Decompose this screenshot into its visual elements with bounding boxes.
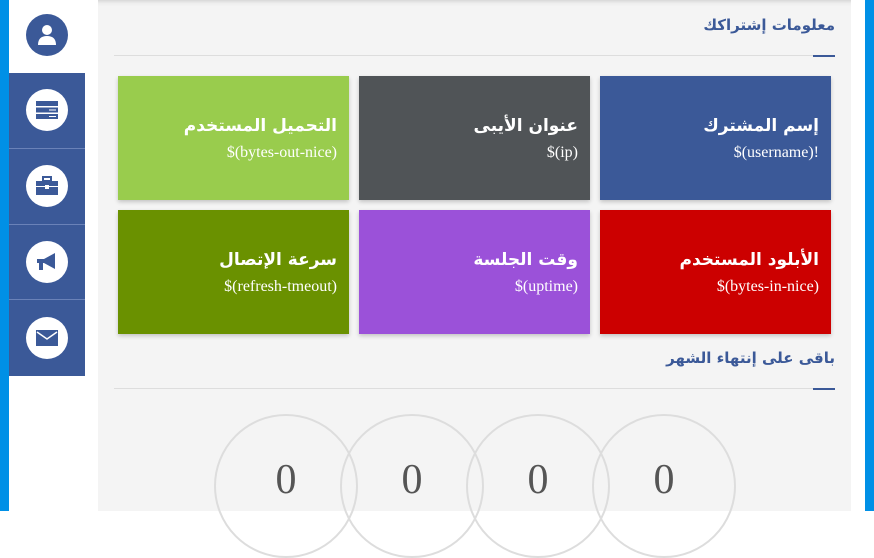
user-icon — [38, 25, 56, 45]
countdown-circle: 0 — [340, 414, 484, 558]
section-title-subscription: معلومات إشتراكك — [703, 16, 835, 34]
briefcase-icon — [36, 176, 58, 196]
card-value: $(refresh-tmeout) — [224, 278, 337, 295]
card-speed: سرعة الإتصال $(refresh-tmeout) — [118, 210, 349, 334]
divider — [114, 388, 835, 390]
card-value: $(bytes-in-nice) — [716, 278, 819, 295]
card-value: $(uptime) — [514, 278, 578, 295]
megaphone-icon — [37, 252, 55, 270]
sidebar-item-messages[interactable] — [9, 300, 85, 376]
countdown-circle: 0 — [592, 414, 736, 558]
avatar[interactable] — [26, 14, 68, 56]
card-value: $(ip) — [546, 144, 578, 161]
right-edge-strip — [865, 0, 874, 511]
card-download: التحميل المستخدم $(bytes-out-nice) — [118, 76, 349, 200]
countdown-circle: 0 — [214, 414, 358, 558]
card-value: $(bytes-out-nice) — [226, 144, 337, 161]
countdown-circle: 0 — [466, 414, 610, 558]
card-uptime: وقت الجلسة $(uptime) — [359, 210, 590, 334]
section-title-countdown: باقى على إنتهاء الشهر — [666, 349, 835, 367]
server-icon — [36, 101, 58, 120]
sidebar — [9, 0, 85, 376]
card-title: سرعة الإتصال — [219, 250, 337, 270]
sidebar-item-announcements[interactable] — [9, 225, 85, 301]
card-title: وقت الجلسة — [473, 250, 578, 270]
card-upload: الأبلود المستخدم $(bytes-in-nice) — [600, 210, 831, 334]
left-edge-strip — [0, 0, 9, 511]
card-title: إسم المشترك — [703, 116, 819, 136]
card-title: عنوان الأيبى — [473, 116, 578, 136]
envelope-icon — [36, 330, 58, 347]
card-title: الأبلود المستخدم — [679, 250, 820, 270]
sidebar-item-server[interactable] — [9, 73, 85, 149]
card-username: إسم المشترك $(username)! — [600, 76, 831, 200]
card-value: $(username)! — [733, 144, 819, 161]
main-content: معلومات إشتراكك إسم المشترك $(username)! … — [98, 0, 851, 558]
sidebar-item-briefcase[interactable] — [9, 149, 85, 225]
card-ip: عنوان الأيبى $(ip) — [359, 76, 590, 200]
card-title: التحميل المستخدم — [183, 116, 337, 136]
divider — [114, 55, 835, 57]
